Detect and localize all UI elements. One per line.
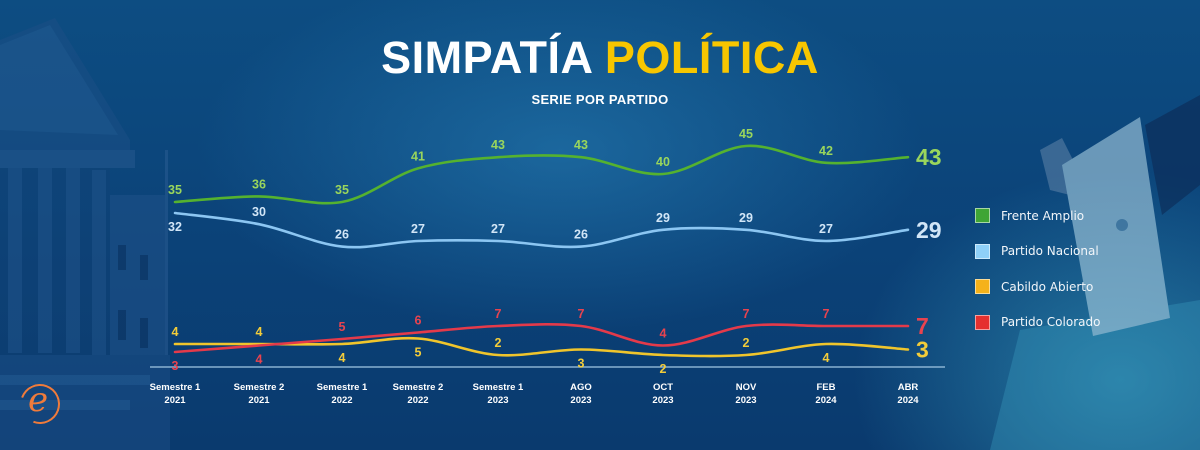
x-tick-label: ABR bbox=[898, 382, 919, 393]
legend-item-frente-amplio: Frente Amplio bbox=[975, 198, 1100, 234]
data-label-partido-nacional: 27 bbox=[411, 222, 425, 236]
legend: Frente Amplio Partido Nacional Cabildo A… bbox=[975, 198, 1100, 340]
data-label-partido-colorado: 4 bbox=[256, 353, 263, 367]
x-tick-label: Semestre 1 bbox=[473, 382, 524, 393]
data-label-partido-nacional: 26 bbox=[335, 228, 349, 242]
data-label-partido-colorado: 7 bbox=[823, 307, 830, 321]
data-label-partido-nacional: 32 bbox=[168, 220, 182, 234]
data-label-cabildo-abierto: 2 bbox=[660, 362, 667, 376]
x-tick-year-label: 2022 bbox=[407, 395, 428, 406]
parliament-building-image bbox=[0, 18, 170, 450]
data-label-partido-colorado: 7 bbox=[743, 307, 750, 321]
publisher-logo-icon: e bbox=[13, 377, 67, 431]
legend-label: Partido Nacional bbox=[1001, 244, 1099, 259]
title-part-simpatia: SIMPATÍA bbox=[381, 32, 592, 83]
data-label-partido-colorado: 4 bbox=[660, 327, 667, 341]
x-axis-tick-labels: Semestre 1 2021 Semestre 2 2021 Semestre 1 20… bbox=[150, 382, 920, 406]
logo-glyph: e bbox=[28, 380, 49, 420]
data-label-frente-amplio: 42 bbox=[819, 144, 833, 158]
chart-subtitle: SERIE POR PARTIDO bbox=[531, 92, 669, 107]
series-line-partido-nacional bbox=[173, 211, 910, 249]
x-tick-label: Semestre 1 bbox=[317, 382, 368, 393]
x-tick-label: Semestre 2 bbox=[234, 382, 285, 393]
legend-swatch bbox=[975, 243, 990, 259]
x-tick-year-label: 2022 bbox=[331, 395, 352, 406]
data-label-partido-nacional: 26 bbox=[574, 228, 588, 242]
data-label-partido-nacional: 27 bbox=[491, 222, 505, 236]
data-label-cabildo-abierto: 2 bbox=[743, 336, 750, 350]
x-tick-year-label: 2024 bbox=[897, 395, 919, 406]
data-label-frente-amplio: 35 bbox=[168, 183, 182, 197]
data-label-partido-nacional: 29 bbox=[656, 211, 670, 225]
last-value-label-partido-colorado: 7 bbox=[916, 313, 929, 339]
legend-label: Frente Amplio bbox=[1001, 208, 1085, 223]
data-label-cabildo-abierto: 5 bbox=[415, 346, 422, 360]
x-tick-label: Semestre 1 bbox=[150, 382, 201, 393]
data-label-frente-amplio: 36 bbox=[252, 177, 266, 191]
data-label-cabildo-abierto: 4 bbox=[172, 325, 179, 339]
legend-label: Partido Colorado bbox=[1001, 315, 1101, 330]
x-tick-label: NOV bbox=[736, 382, 757, 393]
x-tick-year-label: 2021 bbox=[248, 395, 270, 406]
data-label-frente-amplio: 45 bbox=[739, 127, 753, 141]
data-label-partido-nacional: 27 bbox=[819, 222, 833, 236]
data-label-cabildo-abierto: 4 bbox=[823, 351, 830, 365]
data-label-frente-amplio: 43 bbox=[491, 138, 505, 152]
legend-item-partido-nacional: Partido Nacional bbox=[975, 234, 1100, 270]
legend-item-cabildo-abierto: Cabildo Abierto bbox=[975, 269, 1100, 305]
data-label-frente-amplio: 40 bbox=[656, 155, 670, 169]
data-label-partido-colorado: 7 bbox=[578, 307, 585, 321]
header: SIMPATÍA POLÍTICA SERIE POR PARTIDO bbox=[0, 30, 1200, 107]
data-label-frente-amplio: 35 bbox=[335, 183, 349, 197]
x-tick-label: AGO bbox=[570, 382, 592, 393]
x-tick-year-label: 2023 bbox=[570, 395, 591, 406]
last-value-label-partido-nacional: 29 bbox=[916, 217, 942, 243]
data-label-partido-nacional: 30 bbox=[252, 205, 266, 219]
legend-label: Cabildo Abierto bbox=[1001, 279, 1094, 294]
legend-swatch bbox=[975, 208, 990, 224]
last-value-label-frente-amplio: 43 bbox=[916, 144, 942, 170]
x-tick-year-label: 2023 bbox=[735, 395, 756, 406]
x-tick-year-label: 2024 bbox=[815, 395, 837, 406]
data-label-partido-colorado: 5 bbox=[339, 320, 346, 334]
x-tick-label: Semestre 2 bbox=[393, 382, 444, 393]
data-label-partido-colorado: 6 bbox=[415, 314, 422, 328]
data-label-partido-colorado: 7 bbox=[495, 307, 502, 321]
data-label-cabildo-abierto: 3 bbox=[578, 357, 585, 371]
data-label-partido-colorado: 3 bbox=[172, 359, 179, 373]
data-label-frente-amplio: 43 bbox=[574, 138, 588, 152]
data-label-cabildo-abierto: 4 bbox=[339, 351, 346, 365]
data-label-frente-amplio: 41 bbox=[411, 149, 425, 163]
x-tick-label: FEB bbox=[817, 382, 836, 393]
series-line-frente-amplio bbox=[173, 144, 910, 205]
title-part-politica: POLÍTICA bbox=[604, 32, 819, 83]
x-tick-label: OCT bbox=[653, 382, 673, 393]
series-line-cabildo-abierto bbox=[173, 336, 910, 358]
series-lines bbox=[173, 144, 910, 358]
x-tick-year-label: 2023 bbox=[487, 395, 508, 406]
series-line-partido-colorado bbox=[173, 323, 910, 354]
chart-title: SIMPATÍA POLÍTICA bbox=[0, 30, 1200, 86]
x-tick-year-label: 2021 bbox=[164, 395, 186, 406]
last-value-label-cabildo-abierto: 3 bbox=[916, 337, 929, 363]
legend-swatch bbox=[975, 279, 990, 295]
data-label-cabildo-abierto: 2 bbox=[495, 336, 502, 350]
data-label-cabildo-abierto: 4 bbox=[256, 325, 263, 339]
x-tick-year-label: 2023 bbox=[652, 395, 673, 406]
legend-item-partido-colorado: Partido Colorado bbox=[975, 305, 1100, 341]
ballot-image bbox=[990, 95, 1200, 450]
legend-swatch bbox=[975, 314, 990, 330]
data-label-partido-nacional: 29 bbox=[739, 211, 753, 225]
